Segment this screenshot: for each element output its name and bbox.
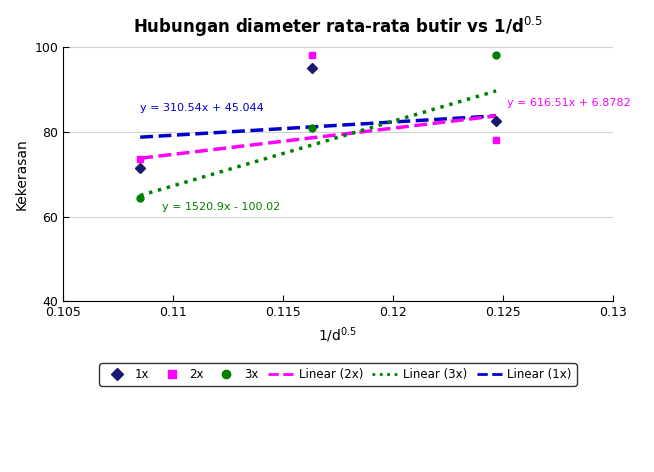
Text: y = 1520.9x - 100.02: y = 1520.9x - 100.02	[162, 202, 281, 212]
Text: y = 310.54x + 45.044: y = 310.54x + 45.044	[140, 103, 264, 113]
Title: Hubungan diameter rata-rata butir vs 1/d$^{0.5}$: Hubungan diameter rata-rata butir vs 1/d…	[133, 15, 543, 39]
X-axis label: 1/d$^{0.5}$: 1/d$^{0.5}$	[318, 325, 358, 345]
Legend: 1x, 2x, 3x, Linear (2x), Linear (3x), Linear (1x): 1x, 2x, 3x, Linear (2x), Linear (3x), Li…	[99, 363, 577, 386]
Y-axis label: Kekerasan: Kekerasan	[15, 138, 29, 210]
Text: y = 616.51x + 6.8782: y = 616.51x + 6.8782	[507, 99, 631, 109]
